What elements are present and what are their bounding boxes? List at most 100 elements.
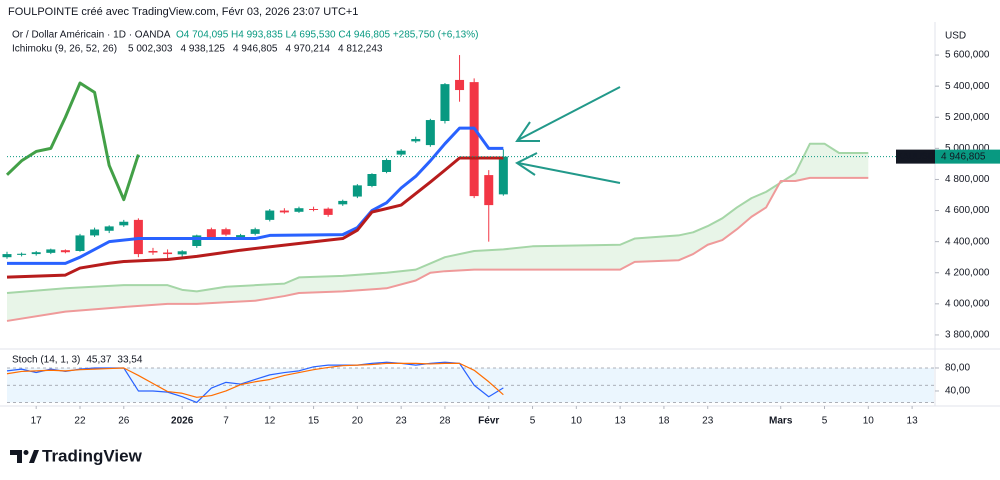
- candle-body: [455, 79, 465, 91]
- brand-name: TradingView: [42, 446, 143, 465]
- candle-body: [236, 235, 246, 238]
- candle-body: [265, 210, 275, 220]
- x-tick-label: 15: [308, 416, 320, 427]
- y-tick-label: 3 800,000: [945, 330, 990, 341]
- x-tick-label: 28: [439, 416, 451, 427]
- last-price-label: 4 946,805: [941, 151, 986, 162]
- candle-body: [279, 210, 289, 213]
- x-tick-label: 23: [702, 416, 714, 427]
- y-tick-label: 4 400,000: [945, 236, 990, 247]
- symbol-tag-box: [896, 149, 935, 164]
- x-tick-label: 20: [352, 416, 364, 427]
- candle-body: [60, 250, 70, 253]
- series-line: [6, 156, 504, 279]
- x-tick-label: 18: [658, 416, 670, 427]
- series-line: [6, 361, 504, 404]
- candle-body: [440, 84, 450, 121]
- indicator-value: 45,37: [86, 355, 111, 366]
- indicator-values: 5 002,303 4 938,125 4 946,805 4 970,214 4 81…: [128, 44, 383, 55]
- legend-symbol: Or / Dollar Américain · 1D · OANDA: [12, 30, 171, 41]
- indicator-value: 4 812,243: [338, 44, 383, 55]
- candle-body: [309, 208, 319, 210]
- x-tick-label: 13: [907, 416, 919, 427]
- candle-body: [469, 82, 479, 197]
- candle-body: [221, 229, 231, 235]
- symbol-tag: XAUUSD: [897, 151, 935, 161]
- x-tick-label: 13: [615, 416, 627, 427]
- indicator-value: 33,54: [117, 355, 142, 366]
- candle-body: [148, 250, 158, 253]
- logo-dot: [23, 450, 29, 455]
- x-tick-label: 12: [264, 416, 276, 427]
- candle-body: [250, 229, 260, 234]
- candle-body: [75, 235, 85, 251]
- indicator-value: 5 002,303: [128, 44, 173, 55]
- candle-body: [133, 219, 143, 255]
- indicator-value: 4 946,805: [233, 44, 278, 55]
- series-line: [6, 362, 504, 398]
- y-tick-label: 4 600,000: [945, 205, 990, 216]
- candle-body: [31, 252, 41, 255]
- x-tick-label: 26: [118, 416, 130, 427]
- x-tick-label: 10: [863, 416, 875, 427]
- arrow-line: [517, 86, 621, 141]
- candle-body: [411, 139, 421, 142]
- header-title: FOULPOINTE créé avec TradingView.com, Fé…: [8, 6, 358, 18]
- candle-body: [396, 150, 406, 155]
- y-tick-label: 4 200,000: [945, 267, 990, 278]
- y-tick-label: 80,00: [945, 363, 970, 374]
- brand-logo: TradingView: [10, 446, 143, 465]
- x-tick-label: 7: [223, 416, 229, 427]
- candle-body: [17, 253, 27, 255]
- y-tick-label: 4 000,000: [945, 298, 990, 309]
- candle-body: [90, 229, 100, 236]
- indicator-title: Stoch (14, 1, 3): [12, 355, 80, 366]
- candle-body: [104, 226, 114, 231]
- y-tick-label: 5 600,000: [945, 50, 990, 61]
- cloud-fill: [7, 143, 869, 321]
- logo-mark: [10, 450, 22, 463]
- candle-body: [177, 251, 187, 255]
- series-line: [6, 176, 869, 322]
- y-tick-label: 5 000,000: [945, 143, 990, 154]
- x-tick-label: Févr: [478, 416, 499, 427]
- candle-body: [367, 174, 377, 186]
- y-tick-label: 40,00: [945, 386, 970, 397]
- x-tick-label: 5: [530, 416, 536, 427]
- candle-body: [352, 185, 362, 197]
- candle-body: [192, 235, 202, 246]
- y-tick-label: 5 200,000: [945, 112, 990, 123]
- annotation-arrows: [515, 86, 621, 184]
- x-tick-label: Mars: [769, 416, 793, 427]
- y-tick-label: 5 400,000: [945, 81, 990, 92]
- indicator-name: Ichimoku (9, 26, 52, 26): [12, 44, 117, 55]
- currency-label: USD: [945, 31, 966, 42]
- x-tick-label: 10: [571, 416, 583, 427]
- candle-body: [163, 252, 173, 255]
- candle-body: [498, 156, 508, 195]
- x-tick-label: 5: [822, 416, 828, 427]
- candle-body: [425, 120, 435, 146]
- candle-body: [323, 208, 333, 215]
- arrow-head: [515, 152, 538, 176]
- x-tick-label: 2026: [171, 416, 194, 427]
- legend-ohlc: O4 704,095 H4 993,835 L4 695,530 C4 946,…: [176, 30, 478, 41]
- candle-body: [46, 249, 56, 253]
- x-tick-label: 22: [74, 416, 86, 427]
- x-tick-label: 17: [31, 416, 43, 427]
- candle-body: [484, 175, 494, 206]
- indicator-value: 4 970,214: [286, 44, 331, 55]
- last-price-box: [935, 149, 1000, 164]
- arrow-head: [515, 121, 540, 142]
- candle-body: [338, 200, 348, 205]
- candle-body: [2, 254, 12, 258]
- candle-body: [294, 208, 304, 212]
- logo-mark: [29, 450, 39, 463]
- arrow-line: [517, 162, 621, 184]
- candle-body: [382, 160, 392, 172]
- indicator-value: 4 938,125: [181, 44, 226, 55]
- series-line: [6, 142, 869, 294]
- candle-body: [119, 221, 129, 226]
